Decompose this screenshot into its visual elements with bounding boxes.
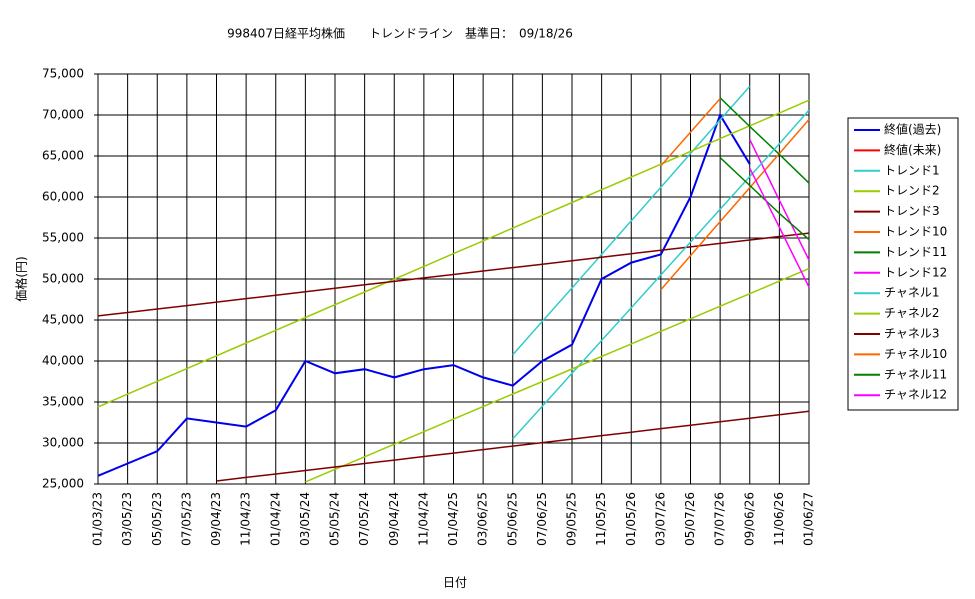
x-tick-label: 03/07/26 xyxy=(653,492,667,546)
series-line xyxy=(512,85,751,356)
legend-box xyxy=(847,117,959,411)
x-tick-label: 03/05/23 xyxy=(120,492,134,546)
x-tick-label: 05/07/26 xyxy=(683,492,697,546)
x-tick-label: 07/06/25 xyxy=(535,492,549,546)
x-tick-label: 11/04/23 xyxy=(239,492,253,546)
series-line xyxy=(97,232,810,317)
y-tick-label: 30,000 xyxy=(42,436,84,450)
y-tick-label: 55,000 xyxy=(42,231,84,245)
legend-label: トレンド2 xyxy=(884,184,940,198)
chart-title: 998407日経平均株価 トレンドライン 基準日： 09/18/26 xyxy=(227,26,573,41)
legend-label: チャネル1 xyxy=(884,286,940,300)
x-tick-label: 05/05/24 xyxy=(328,492,342,546)
legend-label: チャネル2 xyxy=(884,306,940,320)
x-tick-label: 01/03/23 xyxy=(91,492,105,546)
y-tick-label: 40,000 xyxy=(42,354,84,368)
y-tick-label: 65,000 xyxy=(42,149,84,163)
y-tick-label: 45,000 xyxy=(42,313,84,327)
x-tick-label: 11/04/24 xyxy=(416,492,430,546)
y-tick-label: 60,000 xyxy=(42,190,84,204)
x-tick-label: 05/06/25 xyxy=(505,492,519,546)
legend-label: チャネル12 xyxy=(884,388,947,402)
x-tick-label: 11/05/25 xyxy=(594,492,608,546)
x-tick-label: 11/06/26 xyxy=(772,492,786,546)
x-axis-label: 日付 xyxy=(443,576,467,590)
series-line xyxy=(305,267,810,483)
legend-label: トレンド3 xyxy=(884,204,940,218)
x-tick-label: 07/05/24 xyxy=(357,492,371,546)
y-tick-label: 50,000 xyxy=(42,272,84,286)
y-tick-label: 75,000 xyxy=(42,67,84,81)
series-line xyxy=(719,97,810,184)
series-line xyxy=(97,112,751,477)
x-tick-label: 09/06/26 xyxy=(742,492,756,546)
y-tick-label: 35,000 xyxy=(42,395,84,409)
series-line xyxy=(749,139,810,261)
legend-label: 終値(未来) xyxy=(884,142,941,157)
x-tick-label: 05/05/23 xyxy=(150,492,164,546)
legend-label: チャネル11 xyxy=(884,367,947,381)
legend-label: チャネル3 xyxy=(884,327,940,341)
legend-label: トレンド11 xyxy=(884,245,947,259)
y-axis-label: 価格(円) xyxy=(14,256,29,301)
legend-label: トレンド1 xyxy=(884,163,940,177)
legend-label: チャネル10 xyxy=(884,347,947,361)
series-line xyxy=(749,167,810,288)
x-tick-label: 01/05/26 xyxy=(624,492,638,546)
series-line xyxy=(660,98,721,167)
series-line xyxy=(660,119,810,291)
y-tick-label: 70,000 xyxy=(42,108,84,122)
series-line xyxy=(97,99,810,408)
series-line xyxy=(216,410,810,482)
x-tick-label: 07/05/23 xyxy=(179,492,193,546)
x-tick-label: 09/04/23 xyxy=(209,492,223,546)
x-tick-label: 03/05/24 xyxy=(298,492,312,546)
x-tick-label: 01/06/27 xyxy=(802,492,816,546)
series-line xyxy=(512,109,810,440)
legend-label: トレンド12 xyxy=(884,265,947,279)
x-tick-label: 09/05/25 xyxy=(565,492,579,546)
y-tick-label: 25,000 xyxy=(42,477,84,491)
x-tick-label: 09/04/24 xyxy=(387,492,401,546)
x-tick-label: 01/04/25 xyxy=(446,492,460,546)
x-tick-label: 07/07/26 xyxy=(713,492,727,546)
legend-label: トレンド10 xyxy=(884,225,947,239)
x-tick-label: 03/06/25 xyxy=(476,492,490,546)
legend-label: 終値(過去) xyxy=(884,122,941,137)
x-tick-label: 01/04/24 xyxy=(268,492,282,546)
